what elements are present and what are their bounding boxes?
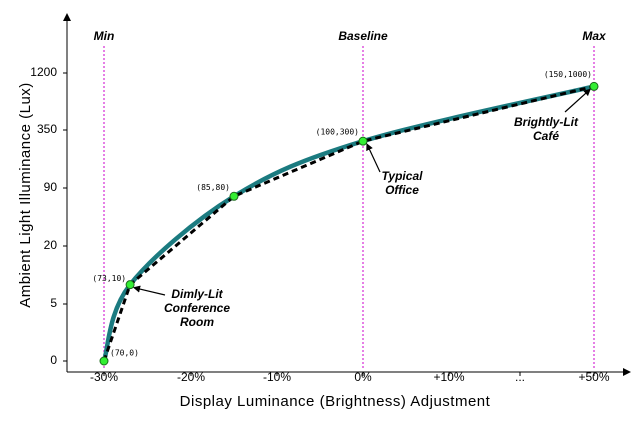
data-point	[589, 81, 599, 91]
y-tick-label: 5	[50, 296, 57, 310]
y-tick-label: 20	[44, 238, 58, 252]
data-point	[125, 280, 135, 290]
x-tick-label: +50%	[578, 370, 609, 384]
reference-label: Baseline	[338, 29, 388, 43]
data-point	[99, 356, 109, 366]
x-tick-label: +10%	[433, 370, 464, 384]
x-axis-title: Display Luminance (Brightness) Adjustmen…	[180, 393, 491, 410]
reference-label: Max	[582, 29, 607, 43]
annotation-arrow	[564, 88, 591, 113]
y-axis-title: Ambient Light Illuminance (Lux)	[17, 82, 34, 308]
annotation: Typical	[382, 169, 424, 183]
annotation: Conference	[164, 301, 230, 315]
fit-curve	[101, 84, 595, 362]
x-tick-label: ...	[515, 370, 525, 384]
data-line	[102, 84, 595, 362]
point-label: (150,1000)	[544, 70, 592, 79]
x-tick-label: -10%	[263, 370, 291, 384]
y-tick-label: 0	[50, 353, 57, 367]
y-tick-label: 1200	[30, 65, 57, 79]
point-label: (73,10)	[92, 274, 126, 283]
data-point	[358, 136, 368, 146]
x-tick-label: -20%	[177, 370, 205, 384]
reference-label: Min	[94, 29, 115, 43]
point-label: (100,300)	[316, 128, 359, 137]
annotation: Office	[385, 183, 419, 197]
annotation: Café	[533, 129, 559, 143]
annotation-arrow	[132, 285, 166, 296]
annotation: Room	[180, 315, 214, 329]
point-label: (70,0)	[110, 349, 139, 358]
y-tick-label: 90	[44, 180, 58, 194]
y-tick-label: 350	[37, 122, 57, 136]
annotation-arrow	[366, 143, 381, 173]
annotation: Dimly-Lit	[171, 287, 223, 301]
data-point	[229, 191, 239, 201]
x-tick-label: -30%	[90, 370, 118, 384]
point-label: (85,80)	[196, 183, 230, 192]
annotation: Brightly-Lit	[514, 115, 579, 129]
x-tick-label: 0%	[354, 370, 372, 384]
